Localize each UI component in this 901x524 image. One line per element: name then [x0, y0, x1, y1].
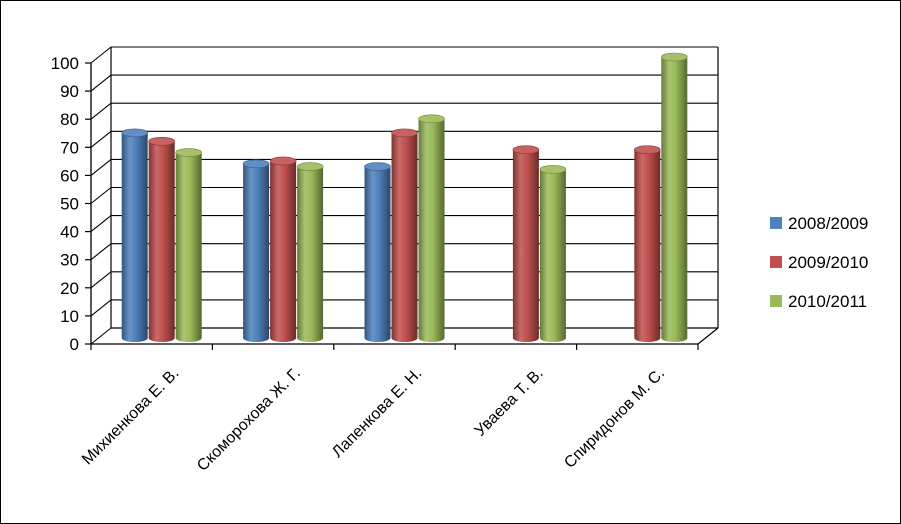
- bar-top: [418, 114, 445, 124]
- gridline-side-0: [90, 327, 112, 345]
- gridline-side-70: [90, 130, 112, 148]
- bar-top: [633, 145, 661, 155]
- bar-top: [512, 145, 540, 155]
- category-label: Уваева Т. В.: [472, 365, 547, 440]
- bar-2009/2010-0: [148, 137, 175, 342]
- bar-2010/2011-1: [296, 162, 324, 342]
- legend-label: 2010/2011: [788, 292, 867, 311]
- bar-2010/2011-0: [175, 148, 202, 342]
- bar-top: [539, 165, 567, 174]
- category-label: Скоморохова Ж. Г.: [194, 365, 304, 475]
- gridline-side-60: [90, 158, 112, 176]
- legend-item: 2010/2011: [770, 292, 867, 311]
- gridline-side-10: [90, 299, 112, 317]
- legend-swatch: [770, 217, 782, 229]
- legend-item: 2009/2010: [770, 253, 868, 272]
- gridline-side-80: [90, 102, 112, 120]
- bar-body: [634, 149, 661, 342]
- legend-label: 2008/2009: [788, 214, 868, 233]
- bar-body: [270, 160, 297, 342]
- bar-top: [296, 162, 324, 171]
- y-tick-label: 50: [60, 195, 79, 214]
- bar-body: [175, 152, 202, 342]
- bar-top: [242, 159, 270, 169]
- bar-2009/2010-4: [633, 145, 661, 342]
- category-label: Михиенкова Е. В.: [79, 365, 182, 468]
- gridline-side-90: [90, 74, 112, 92]
- bar-2010/2011-2: [418, 114, 445, 342]
- y-tick-labels: 0 10 20 30 40 50 60 70 80 90 100: [51, 54, 79, 354]
- bar-2009/2010-3: [512, 145, 540, 342]
- bar-body: [121, 132, 148, 342]
- gridline-side-50: [90, 187, 112, 204]
- y-tick-label: 0: [70, 335, 79, 354]
- legend-label: 2009/2010: [788, 253, 868, 272]
- bar-marks: [121, 52, 688, 342]
- gridline-side-20: [90, 271, 112, 289]
- bar-body: [539, 169, 566, 342]
- category-label: Лапенкова Е. Н.: [329, 365, 425, 461]
- bar-body: [364, 166, 391, 342]
- bar-body: [391, 132, 418, 342]
- y-tick-label: 10: [60, 307, 79, 326]
- bar-2008/2009-1: [242, 159, 270, 342]
- y-tick-label: 70: [60, 138, 79, 157]
- bar-top: [391, 128, 418, 138]
- category-labels: Михиенкова Е. В. Скоморохова Ж. Г. Лапенко…: [79, 365, 668, 475]
- bar-top: [121, 128, 148, 138]
- bar-body: [243, 163, 270, 342]
- bar-2009/2010-2: [391, 128, 418, 342]
- bar-2009/2010-1: [269, 156, 297, 342]
- y-tick-label: 100: [51, 54, 79, 73]
- bar-body: [297, 166, 324, 342]
- bar-2010/2011-4: [660, 52, 688, 342]
- gridline-side-100: [90, 46, 112, 64]
- bar-top: [269, 156, 297, 166]
- y-tick-label: 80: [60, 110, 79, 129]
- y-tick-label: 90: [60, 82, 79, 101]
- gridline-side-40: [90, 215, 112, 233]
- bar-2008/2009-2: [364, 162, 391, 342]
- bar-body: [661, 57, 688, 342]
- y-tick-label: 40: [60, 223, 79, 242]
- category-label: Спиридонов М. С.: [561, 365, 668, 472]
- bar-body: [512, 149, 539, 342]
- bar-top: [148, 137, 175, 146]
- y-tick-label: 60: [60, 166, 79, 185]
- legend-item: 2008/2009: [770, 214, 868, 233]
- y-tick-label: 30: [60, 251, 79, 270]
- bar-top: [175, 148, 202, 157]
- bar-top: [660, 52, 688, 62]
- bar-body: [148, 141, 175, 342]
- bar-2008/2009-0: [121, 128, 148, 342]
- legend: 2008/2009 2009/2010 2010/2011: [770, 214, 868, 311]
- bar-top: [364, 162, 391, 171]
- floor-right-edge: [697, 327, 719, 345]
- legend-swatch: [770, 295, 782, 307]
- y-tick-label: 20: [60, 279, 79, 298]
- legend-swatch: [770, 256, 782, 268]
- axes: [85, 62, 699, 350]
- gridline-side-30: [90, 243, 112, 261]
- bar-body: [418, 118, 445, 342]
- bar-2010/2011-3: [539, 165, 567, 342]
